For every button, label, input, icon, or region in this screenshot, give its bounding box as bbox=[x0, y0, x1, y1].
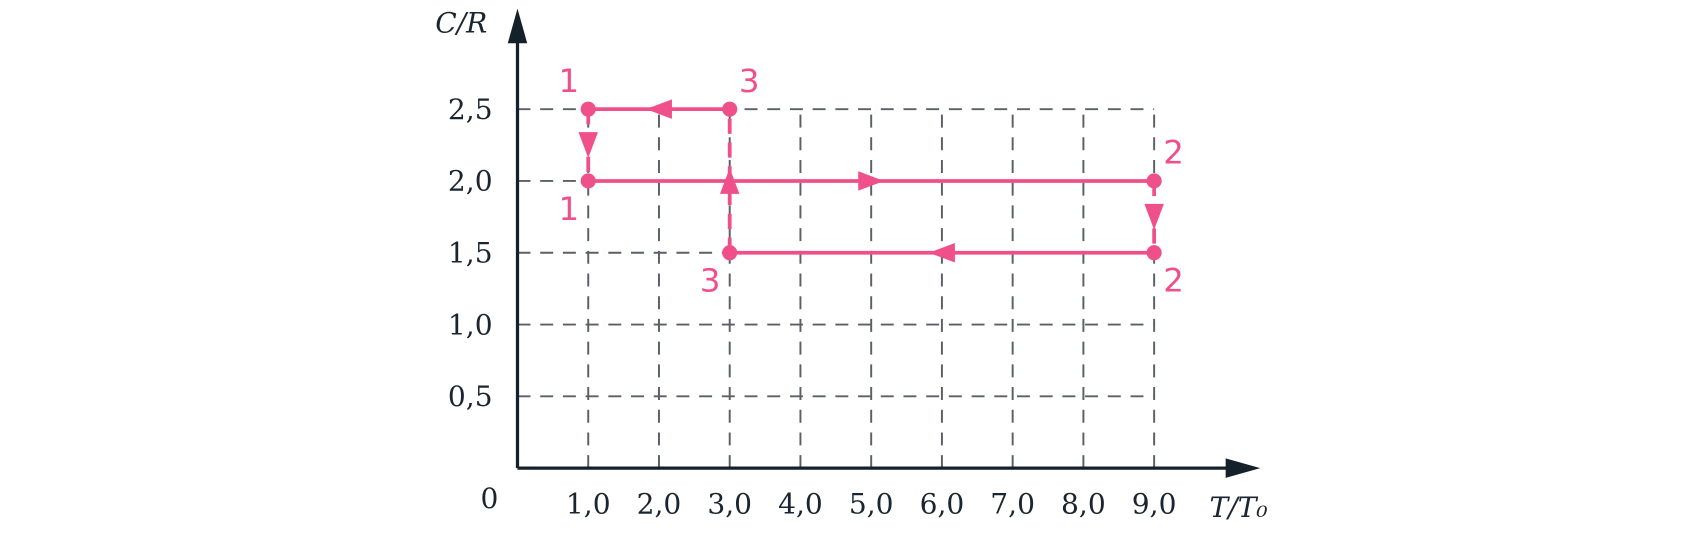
state-label: 3 bbox=[700, 262, 721, 300]
direction-arrow bbox=[578, 132, 598, 159]
state-label: 1 bbox=[558, 62, 579, 100]
state-label: 2 bbox=[1163, 134, 1184, 172]
state-label: 2 bbox=[1163, 262, 1184, 300]
direction-arrow bbox=[858, 171, 885, 191]
state-point bbox=[580, 101, 596, 117]
state-label: 1 bbox=[558, 190, 579, 228]
x-tick-label: 8,0 bbox=[1061, 488, 1106, 521]
y-axis-arrow bbox=[507, 8, 528, 44]
y-tick-label: 2,0 bbox=[448, 165, 493, 198]
x-axis-arrow bbox=[1225, 458, 1261, 478]
y-tick-label: 1,0 bbox=[448, 308, 493, 341]
x-tick-label: 2,0 bbox=[637, 488, 682, 521]
direction-arrow bbox=[928, 243, 955, 263]
y-tick-label: 0,5 bbox=[448, 380, 493, 413]
state-point bbox=[722, 101, 738, 117]
direction-arrow bbox=[645, 99, 672, 119]
x-tick-label: 9,0 bbox=[1132, 488, 1177, 521]
state-label: 3 bbox=[739, 62, 760, 100]
x-tick-label: 3,0 bbox=[707, 488, 752, 521]
state-point bbox=[580, 173, 596, 189]
x-tick-label: 5,0 bbox=[849, 488, 894, 521]
x-tick-label: 4,0 bbox=[778, 488, 823, 521]
x-tick-label: 6,0 bbox=[920, 488, 965, 521]
state-point bbox=[722, 245, 738, 261]
x-axis-label: T/T₀ bbox=[1210, 491, 1268, 524]
y-tick-label: 2,5 bbox=[448, 93, 493, 126]
state-point bbox=[1146, 245, 1162, 261]
y-tick-label: 1,5 bbox=[448, 236, 493, 269]
y-axis-label: C/R bbox=[435, 6, 487, 39]
direction-arrow bbox=[719, 167, 740, 194]
x-tick-label: 1,0 bbox=[566, 488, 611, 521]
origin-label: 0 bbox=[480, 482, 498, 515]
state-point bbox=[1146, 173, 1162, 189]
x-tick-label: 7,0 bbox=[990, 488, 1035, 521]
direction-arrow bbox=[1144, 203, 1164, 230]
